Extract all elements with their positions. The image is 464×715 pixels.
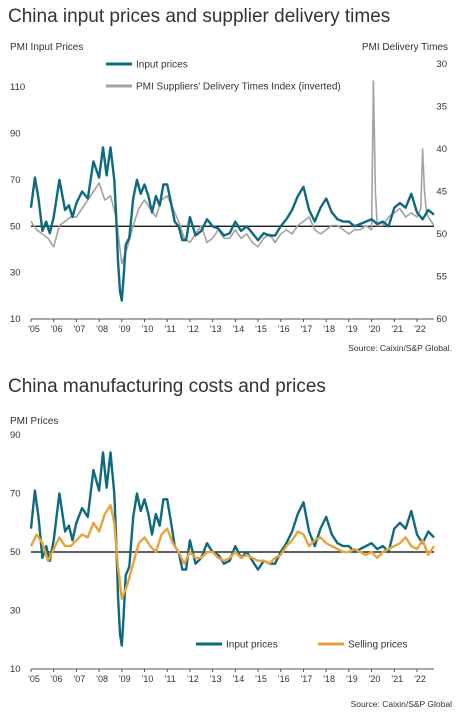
x-tick-label: '15 xyxy=(255,674,267,684)
x-tick-label: '12 xyxy=(187,324,199,334)
chart-panel-costs-prices: China manufacturing costs and prices 10 3… xyxy=(0,368,464,715)
x-axis: '05 '06 '07 '08 '09 '10 '11 '12 '13 '14 '15 '16 '17 '… xyxy=(28,668,434,684)
x-tick-label: '06 xyxy=(51,674,63,684)
y2-tick-label: 50 xyxy=(436,229,447,240)
x-tick-label: '07 xyxy=(74,324,86,334)
x-tick-label: '10 xyxy=(142,674,154,684)
legend-label: Selling prices xyxy=(348,640,407,651)
x-axis: '05 '06 '07 '08 '09 '10 '11 '12 '13 '14 '15 '16 '17 '… xyxy=(28,318,434,334)
y-tick-label: 90 xyxy=(10,430,21,441)
left-axis-label: PMI Prices xyxy=(10,416,58,427)
legend-label: Input prices xyxy=(226,640,278,651)
y2-tick-label: 55 xyxy=(436,272,447,283)
series-lines xyxy=(29,451,436,647)
x-tick-label: '12 xyxy=(187,674,199,684)
legend: Input prices Selling prices xyxy=(196,640,407,651)
legend-label: Input prices xyxy=(136,60,188,71)
right-axis-label: PMI Delivery Times xyxy=(362,42,448,53)
x-tick-label: '07 xyxy=(74,674,86,684)
y-tick-label: 50 xyxy=(10,221,21,232)
y2-tick-label: 45 xyxy=(436,187,447,198)
x-tick-label: '14 xyxy=(232,674,244,684)
series-line xyxy=(29,146,435,302)
chart-title: China input prices and supplier delivery… xyxy=(8,6,391,27)
x-tick-label: '17 xyxy=(301,674,313,684)
source-note: Source: Caixin/S&P Global xyxy=(351,699,453,709)
x-tick-label: '22 xyxy=(414,674,426,684)
x-tick-label: '22 xyxy=(414,324,426,334)
x-tick-label: '08 xyxy=(96,324,108,334)
x-tick-label: '08 xyxy=(96,674,108,684)
x-tick-label: '06 xyxy=(51,324,63,334)
x-tick-label: '09 xyxy=(119,324,131,334)
series-lines xyxy=(29,80,435,302)
series-line xyxy=(29,503,436,601)
y-tick-label: 70 xyxy=(10,175,21,186)
x-tick-label: '16 xyxy=(278,674,290,684)
x-tick-label: '10 xyxy=(142,324,154,334)
x-tick-label: '09 xyxy=(119,674,131,684)
x-tick-label: '20 xyxy=(369,324,381,334)
source-note: Source: Caixin/S&P Global. xyxy=(348,343,452,353)
legend-label: PMI Suppliers' Delivery Times Index (inv… xyxy=(136,82,341,93)
x-tick-label: '13 xyxy=(210,674,222,684)
x-tick-label: '05 xyxy=(28,674,40,684)
chart-title: China manufacturing costs and prices xyxy=(8,376,326,397)
left-axis-label: PMI Input Prices xyxy=(10,42,83,53)
x-tick-label: '21 xyxy=(391,324,403,334)
series-line xyxy=(30,80,435,265)
y-tick-label: 50 xyxy=(10,547,21,558)
x-tick-label: '13 xyxy=(210,324,222,334)
right-axis-ticks: 30 35 40 45 50 55 60 xyxy=(436,59,447,325)
y-tick-label: 110 xyxy=(10,82,25,93)
line-chart: 10 30 50 70 90 '05 '06 '07 '08 '09 '10 '11 '12 '13 '1… xyxy=(10,416,453,709)
y2-tick-label: 35 xyxy=(436,102,447,113)
x-tick-label: '11 xyxy=(165,674,176,684)
left-axis-ticks: 10 30 50 70 90 110 xyxy=(10,82,25,325)
y-tick-label: 90 xyxy=(10,129,21,140)
x-tick-label: '17 xyxy=(301,324,313,334)
x-tick-label: '15 xyxy=(255,324,267,334)
y2-tick-label: 30 xyxy=(436,59,447,70)
y-tick-label: 10 xyxy=(10,314,21,325)
x-tick-label: '20 xyxy=(369,674,381,684)
y-tick-label: 10 xyxy=(10,664,21,675)
x-tick-label: '19 xyxy=(346,324,358,334)
y-tick-label: 70 xyxy=(10,489,21,500)
x-tick-label: '19 xyxy=(346,674,358,684)
x-tick-label: '14 xyxy=(232,324,244,334)
legend: Input prices PMI Suppliers' Delivery Time… xyxy=(106,60,341,93)
x-tick-label: '18 xyxy=(323,324,335,334)
x-tick-label: '05 xyxy=(28,324,40,334)
y2-tick-label: 40 xyxy=(436,144,447,155)
series-line xyxy=(29,451,435,647)
chart-panel-input-prices-delivery: China input prices and supplier delivery… xyxy=(8,6,452,353)
x-tick-label: '16 xyxy=(278,324,290,334)
y2-tick-label: 60 xyxy=(436,314,447,325)
y-tick-label: 30 xyxy=(10,606,21,617)
x-tick-label: '11 xyxy=(165,324,176,334)
y-tick-label: 30 xyxy=(10,268,21,279)
x-tick-label: '18 xyxy=(323,674,335,684)
x-tick-label: '21 xyxy=(391,674,403,684)
left-axis-ticks: 10 30 50 70 90 xyxy=(10,430,21,675)
